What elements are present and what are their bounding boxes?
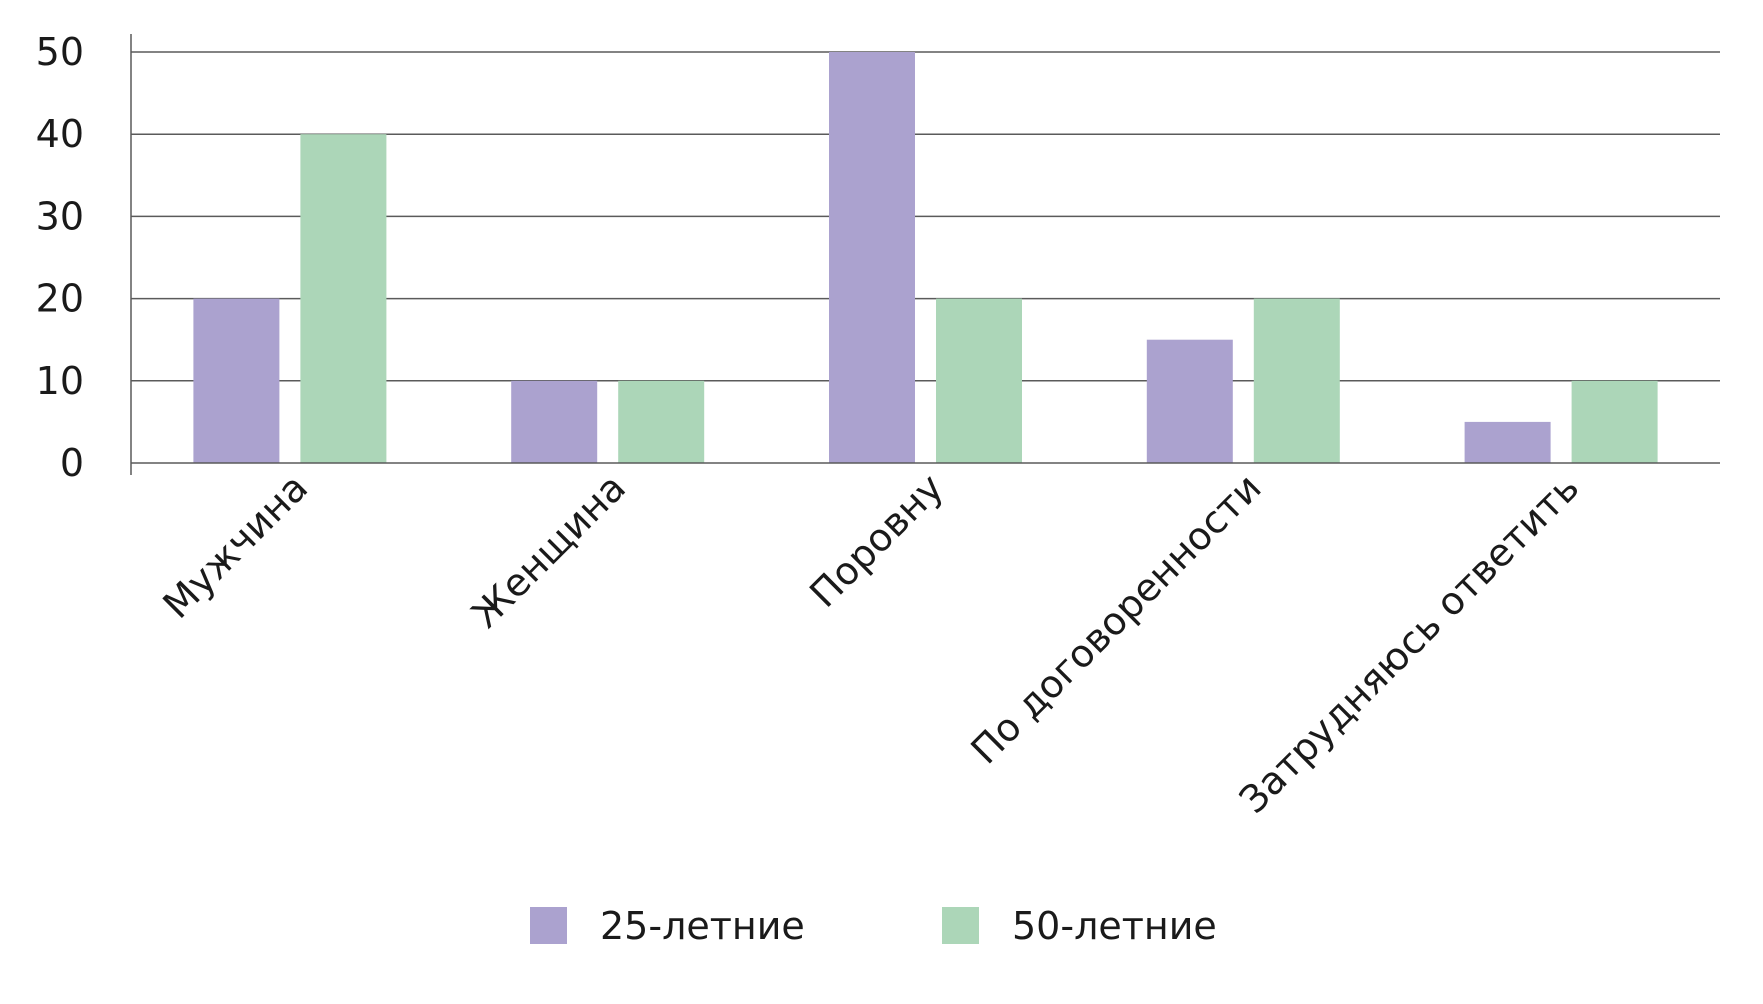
x-category-label: Поровну [801,465,952,616]
legend-label: 50-летние [1012,904,1217,948]
legend-swatch [942,907,979,944]
bar-series-1 [511,380,598,463]
x-category-label: Женщина [463,465,634,636]
bar-series-1 [1146,339,1233,463]
y-tick-label: 20 [36,277,84,321]
y-tick-label: 10 [36,359,84,403]
x-category-label: Мужчина [154,465,316,627]
legend-label: 25-летние [600,904,805,948]
y-tick-label: 30 [36,194,84,238]
bar-series-2 [936,298,1022,463]
bar-series-1 [193,298,280,463]
y-tick-label: 40 [36,112,84,156]
bar-series-1 [829,52,915,463]
x-category-label: Затрудняюсь ответить [1231,465,1588,822]
legend-swatch [530,907,567,944]
bar-series-1 [1464,421,1551,463]
bars [193,52,1658,463]
y-tick-label: 50 [36,30,84,74]
grid [131,51,1720,382]
x-axis-categories: Мужчина Женщина Поровну По договоренностиЗа… [154,465,1587,822]
axes [130,34,1720,475]
y-tick-label: 0 [60,441,84,485]
bar-series-2 [300,134,387,463]
bar-series-2 [1253,298,1340,463]
bar-series-2 [618,380,705,463]
legend: 25-летние 50-летние [530,904,1217,948]
bar-series-2 [1571,380,1658,463]
y-axis-ticks: 0 10 20 30 40 50 [36,30,84,485]
x-category-label: По договоренности [962,465,1269,772]
